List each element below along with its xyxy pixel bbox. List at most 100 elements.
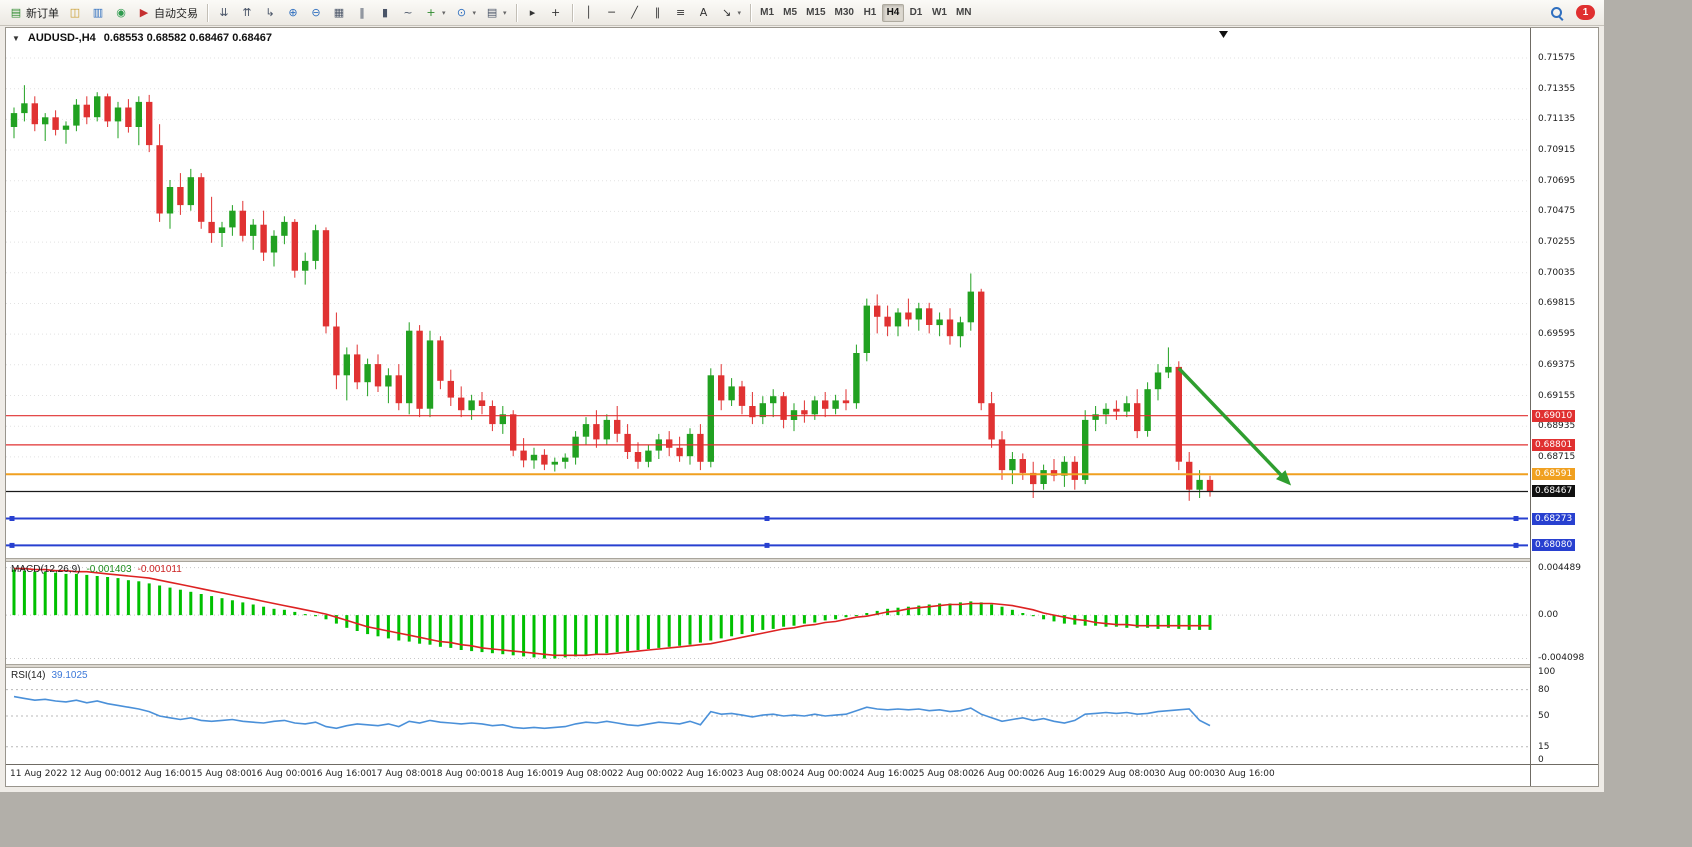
app-window: ▤ 新订单 ◫ ▥ ◉ ▶ 自动交易 ⇊ ⇈ ↳ ⊕ ⊖ ▦ ‖ ▮ ~ + ▾ ⊙ ▾ ▤ ▾ ▸ + │ ─ ╱ ∥ ≡ A ↘ ▾ M1… (0, 0, 1604, 792)
timeframe-h4[interactable]: H4 (881, 3, 904, 22)
time-axis-label: 12 Aug 00:00 (70, 769, 131, 779)
vertical-line-button[interactable]: │ (578, 3, 600, 23)
history-center-button[interactable]: ◉ (110, 3, 132, 23)
cursor-button[interactable]: ▸ (522, 3, 544, 23)
chevron-down-icon: ▾ (737, 9, 742, 17)
support-line-blue-1[interactable] (6, 516, 1528, 521)
price-gridlines (6, 57, 1528, 458)
chevron-down-icon: ▾ (442, 9, 446, 17)
new-order-button[interactable]: ▤ 新订单 (5, 3, 63, 23)
timeframe-m15[interactable]: M15 (802, 4, 829, 22)
time-axis-label: 11 Aug 2022 (10, 769, 68, 779)
rsi-line (13, 695, 1211, 730)
toolbar-button-group: ▤ 新订单 ◫ ▥ ◉ ▶ 自动交易 ⇊ ⇈ ↳ ⊕ ⊖ ▦ ‖ ▮ ~ + ▾ ⊙ ▾ ▤ ▾ ▸ + │ ─ ╱ ∥ ≡ A ↘ ▾ (5, 3, 755, 23)
time-axis-label: 25 Aug 08:00 (913, 769, 974, 779)
channel-button[interactable]: ∥ (647, 3, 669, 23)
symbol-period-label: AUDUSD-,H4 (27, 32, 96, 44)
time-axis-label: 24 Aug 16:00 (853, 769, 914, 779)
price-tick-label: 0.70035 (1538, 268, 1576, 278)
profiles-icon: ▥ (92, 6, 104, 19)
line-chart-mode-button[interactable]: ~ (397, 3, 419, 23)
trend-arrow[interactable] (1177, 367, 1292, 486)
timeframe-mn[interactable]: MN (952, 4, 976, 22)
templates-button[interactable]: ▤ ▾ (481, 3, 511, 23)
text-icon: A (699, 6, 708, 19)
time-axis: 11 Aug 2022 12 Aug 00:00 12 Aug 16:00 15 Au… (6, 764, 1530, 786)
arrow-tool-icon: ↘ (721, 6, 732, 19)
macd-panel[interactable] (6, 562, 1530, 664)
chart-window-icon: ◫ (69, 6, 81, 19)
search-button[interactable] (1546, 2, 1568, 24)
toolbar-separator (571, 3, 573, 22)
macd-signal-value: -0.001011 (137, 564, 182, 575)
macd-scale-label: -0.004098 (1538, 653, 1585, 663)
new-order-icon: ▤ (10, 6, 22, 19)
cursor-icon: ▸ (529, 6, 536, 19)
chart-title: ▼ AUDUSD-,H4 0.68553 0.68582 0.68467 0.6… (12, 32, 272, 44)
time-axis-label: 30 Aug 00:00 (1154, 769, 1215, 779)
timeframe-d1[interactable]: D1 (905, 4, 927, 22)
auto-trading-button[interactable]: ▶ 自动交易 (133, 3, 202, 23)
scale-reset-button[interactable]: ↳ (259, 3, 281, 23)
history-center-icon: ◉ (116, 6, 126, 19)
support-line-orange-price-tag: 0.68591 (1532, 468, 1576, 480)
time-axis-label: 16 Aug 00:00 (251, 769, 312, 779)
time-axis-label: 22 Aug 00:00 (612, 769, 673, 779)
support-line-blue-2[interactable] (6, 542, 1528, 548)
rsi-scale-label: 0 (1538, 755, 1544, 765)
search-icon (1550, 6, 1564, 20)
timeframe-w1[interactable]: W1 (928, 4, 951, 22)
main-price-chart[interactable] (6, 28, 1530, 558)
time-axis-label: 19 Aug 08:00 (552, 769, 613, 779)
chart-shift-marker[interactable] (1219, 31, 1228, 38)
auto-trading-icon: ▶ (139, 6, 149, 19)
price-tick-label: 0.70695 (1538, 176, 1576, 186)
scale-increase-button[interactable]: ⇈ (236, 3, 258, 23)
bar-chart-mode-button[interactable]: ‖ (351, 3, 373, 23)
price-tick-label: 0.70915 (1538, 145, 1576, 155)
panel-separator[interactable] (6, 664, 1530, 668)
price-tick-label: 0.69815 (1538, 298, 1576, 308)
time-axis-label: 18 Aug 16:00 (492, 769, 553, 779)
time-axis-label: 16 Aug 16:00 (311, 769, 372, 779)
zoom-in-button[interactable]: ⊕ (282, 3, 304, 23)
macd-histogram (12, 569, 1212, 659)
support-line-blue-1-price-tag: 0.68273 (1532, 513, 1576, 525)
text-button[interactable]: A (693, 3, 715, 23)
timeframe-m30[interactable]: M30 (831, 4, 858, 22)
tile-windows-button[interactable]: ▦ (328, 3, 350, 23)
timeframe-h1[interactable]: H1 (859, 4, 881, 22)
timeframe-m5[interactable]: M5 (779, 4, 801, 22)
price-tick-label: 0.69375 (1538, 360, 1576, 370)
auto-trading-button-label: 自动交易 (154, 7, 198, 20)
time-axis-label: 26 Aug 16:00 (1033, 769, 1094, 779)
scale-decrease-button[interactable]: ⇊ (213, 3, 235, 23)
time-axis-label: 26 Aug 00:00 (973, 769, 1034, 779)
period-clock-button[interactable]: ⊙ ▾ (451, 3, 481, 23)
candlestick-mode-button[interactable]: ▮ (374, 3, 396, 23)
new-order-button-label: 新订单 (26, 7, 59, 20)
macd-value: -0.001403 (86, 564, 132, 575)
new-chart-button[interactable]: + ▾ (420, 3, 450, 23)
panel-separator[interactable] (6, 558, 1530, 562)
timeframe-m1[interactable]: M1 (756, 4, 778, 22)
crosshair-button[interactable]: + (545, 3, 567, 23)
profiles-button[interactable]: ▥ (87, 3, 109, 23)
current-price-line-price-tag: 0.68467 (1532, 485, 1576, 497)
macd-label: MACD(12,26,9) -0.001403 -0.001011 (11, 564, 182, 575)
horizontal-line-button[interactable]: ─ (601, 3, 623, 23)
price-tick-label: 0.68715 (1538, 452, 1576, 462)
trendline-button[interactable]: ╱ (624, 3, 646, 23)
rsi-scale-label: 15 (1538, 742, 1550, 752)
arrows-button[interactable]: ↘ ▾ (716, 3, 746, 23)
chart-window-button[interactable]: ◫ (64, 3, 86, 23)
rsi-panel[interactable] (6, 668, 1530, 764)
collapse-triangle-icon[interactable]: ▼ (12, 33, 20, 43)
zoom-out-button[interactable]: ⊖ (305, 3, 327, 23)
templates-icon: ▤ (486, 6, 498, 19)
price-tick-label: 0.71355 (1538, 84, 1576, 94)
toolbar-right: 1 (1546, 2, 1599, 24)
time-axis-label: 29 Aug 08:00 (1094, 769, 1155, 779)
notification-badge[interactable]: 1 (1576, 5, 1595, 20)
fibonacci-button[interactable]: ≡ (670, 3, 692, 23)
